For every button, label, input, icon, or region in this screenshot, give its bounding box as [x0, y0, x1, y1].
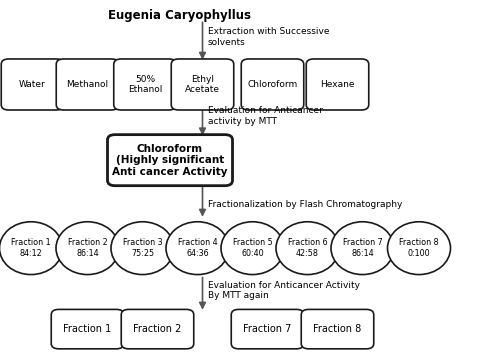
FancyBboxPatch shape [301, 309, 374, 349]
FancyBboxPatch shape [171, 59, 234, 110]
Text: Fractionalization by Flash Chromatography: Fractionalization by Flash Chromatograph… [208, 200, 402, 209]
Text: Chloroform: Chloroform [248, 80, 298, 89]
Text: 50%
Ethanol: 50% Ethanol [128, 75, 162, 94]
Text: Water: Water [19, 80, 46, 89]
FancyBboxPatch shape [121, 309, 194, 349]
Text: Fraction 2: Fraction 2 [134, 324, 182, 334]
Ellipse shape [331, 222, 394, 275]
Text: Fraction 7: Fraction 7 [244, 324, 292, 334]
Text: Fraction 7
86:14: Fraction 7 86:14 [342, 238, 382, 258]
Text: Fraction 4
64:36: Fraction 4 64:36 [178, 238, 218, 258]
Text: Fraction 8
0:100: Fraction 8 0:100 [399, 238, 439, 258]
FancyBboxPatch shape [231, 309, 304, 349]
Text: Chloroform
(Highly significant
Anti cancer Activity: Chloroform (Highly significant Anti canc… [112, 144, 228, 177]
Ellipse shape [56, 222, 119, 275]
FancyBboxPatch shape [306, 59, 369, 110]
Text: Ethyl
Acetate: Ethyl Acetate [185, 75, 220, 94]
Ellipse shape [388, 222, 450, 275]
FancyBboxPatch shape [56, 59, 119, 110]
Text: Methanol: Methanol [66, 80, 108, 89]
Text: Fraction 1
84:12: Fraction 1 84:12 [11, 238, 51, 258]
Ellipse shape [221, 222, 284, 275]
Text: Fraction 1: Fraction 1 [64, 324, 112, 334]
Text: Evaluation for Anticancer
activity by MTT: Evaluation for Anticancer activity by MT… [208, 106, 322, 126]
Text: Fraction 2
86:14: Fraction 2 86:14 [68, 238, 108, 258]
FancyBboxPatch shape [114, 59, 176, 110]
Text: Fraction 6
42:58: Fraction 6 42:58 [288, 238, 328, 258]
Text: Fraction 3
75:25: Fraction 3 75:25 [122, 238, 162, 258]
Text: Fraction 5
60:40: Fraction 5 60:40 [232, 238, 272, 258]
FancyBboxPatch shape [108, 134, 232, 186]
FancyBboxPatch shape [2, 59, 64, 110]
Text: Fraction 8: Fraction 8 [314, 324, 362, 334]
Text: Hexane: Hexane [320, 80, 355, 89]
Text: Extraction with Successive
solvents: Extraction with Successive solvents [208, 27, 329, 47]
Text: Evaluation for Anticancer Activity
By MTT again: Evaluation for Anticancer Activity By MT… [208, 281, 360, 300]
Ellipse shape [111, 222, 174, 275]
Ellipse shape [166, 222, 229, 275]
Text: Eugenia Caryophyllus: Eugenia Caryophyllus [108, 9, 252, 22]
Ellipse shape [276, 222, 339, 275]
FancyBboxPatch shape [52, 309, 124, 349]
FancyBboxPatch shape [242, 59, 304, 110]
Ellipse shape [0, 222, 62, 275]
